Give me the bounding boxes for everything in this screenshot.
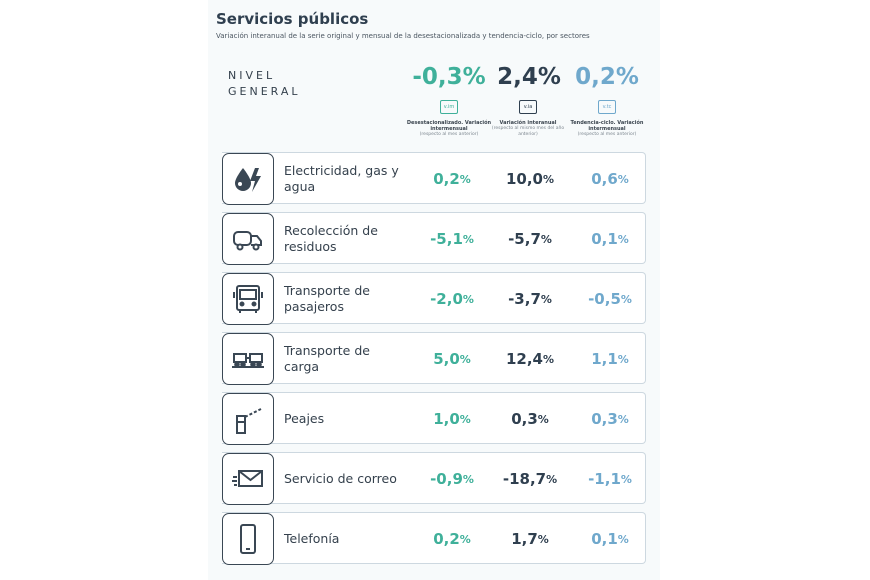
column-caption-desestacionalizado: Desestacionalizado. Variación intermensu… <box>406 120 492 137</box>
value-desestacionalizado: 0,2% <box>433 170 471 188</box>
badge-vtc: v.tc <box>598 100 616 114</box>
value-desestacionalizado: 1,0% <box>433 410 471 428</box>
bus-icon <box>222 273 274 325</box>
value-desestacionalizado: -2,0% <box>430 290 474 308</box>
value-interanual: -3,7% <box>508 290 552 308</box>
nivel-general-label: NIVEL GENERAL <box>228 69 301 98</box>
utilities-icon <box>222 153 274 205</box>
freight-train-icon <box>222 333 274 385</box>
value-desestacionalizado: 5,0% <box>433 350 471 368</box>
value-tendencia: 0,3% <box>591 410 629 428</box>
value-interanual: 10,0% <box>505 170 555 188</box>
value-tendencia: 0,1% <box>591 530 629 548</box>
sector-label: Transporte de carga <box>284 343 370 374</box>
mail-icon <box>222 453 274 505</box>
value-tendencia: -1,1% <box>588 470 632 488</box>
sector-row-carga: Transporte de carga 5,0% 12,4% 1,1% <box>222 332 646 385</box>
badge-vim: v.im <box>440 100 458 114</box>
value-interanual: -18,7% <box>502 470 558 488</box>
column-caption-tendencia: Tendencia-ciclo. Variación intermensual(… <box>570 120 644 137</box>
value-desestacionalizado: -5,1% <box>430 230 474 248</box>
garbage-truck-icon <box>222 213 274 265</box>
nivel-general-tendencia: 0,2% <box>575 64 639 90</box>
value-interanual: 1,7% <box>511 530 549 548</box>
value-desestacionalizado: 0,2% <box>433 530 471 548</box>
sector-row-peajes: Peajes 1,0% 0,3% 0,3% <box>222 392 646 445</box>
sector-row-correo: Servicio de correo -0,9% -18,7% -1,1% <box>222 452 646 505</box>
phone-icon <box>222 513 274 565</box>
toll-barrier-icon <box>222 393 274 445</box>
sector-label: Transporte de pasajeros <box>284 283 370 314</box>
column-caption-interanual: Variación interanual (respecto al mismo m… <box>491 120 565 137</box>
sector-label: Recolección de residuos <box>284 223 378 254</box>
page-title: Servicios públicos <box>216 10 369 28</box>
sector-row-electricidad: Electricidad, gas y agua 0,2% 10,0% 0,6% <box>222 152 646 205</box>
sector-label: Telefonía <box>284 531 340 546</box>
value-desestacionalizado: -0,9% <box>430 470 474 488</box>
value-tendencia: 0,1% <box>591 230 629 248</box>
value-interanual: 12,4% <box>505 350 555 368</box>
sector-row-pasajeros: Transporte de pasajeros -2,0% -3,7% -0,5… <box>222 272 646 325</box>
badge-via: v.ia <box>519 100 537 114</box>
sector-label: Peajes <box>284 411 325 426</box>
value-tendencia: -0,5% <box>588 290 632 308</box>
value-tendencia: 1,1% <box>591 350 629 368</box>
page-subtitle: Variación interanual de la serie origina… <box>216 32 590 40</box>
sector-label: Servicio de correo <box>284 471 397 486</box>
sector-label: Electricidad, gas y agua <box>284 163 399 194</box>
value-interanual: 0,3% <box>511 410 549 428</box>
sector-row-residuos: Recolección de residuos -5,1% -5,7% 0,1% <box>222 212 646 265</box>
nivel-general-interanual: 2,4% <box>497 64 561 90</box>
value-tendencia: 0,6% <box>591 170 629 188</box>
nivel-general-desestacionalizado: -0,3% <box>412 64 486 90</box>
sector-row-telefonia: Telefonía 0,2% 1,7% 0,1% <box>222 512 646 565</box>
value-interanual: -5,7% <box>508 230 552 248</box>
